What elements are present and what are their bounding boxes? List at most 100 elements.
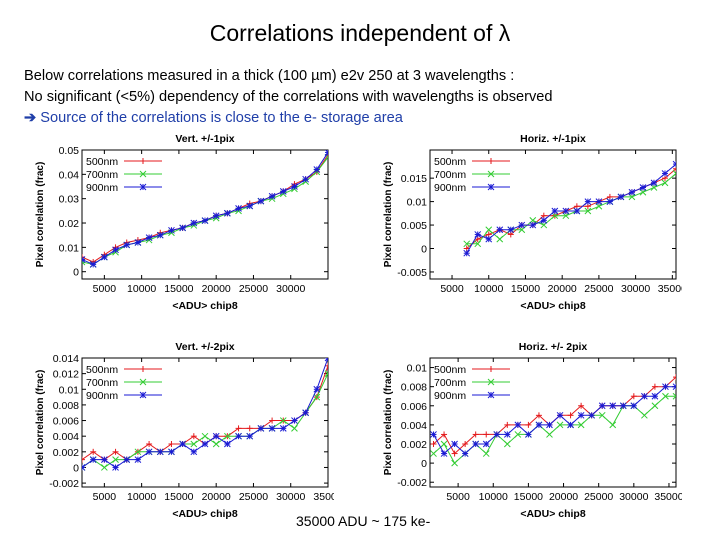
data-point-900nm — [472, 440, 480, 448]
legend-label: 500nm — [434, 156, 466, 168]
data-point-900nm — [485, 235, 493, 243]
legend-label: 700nm — [86, 169, 118, 181]
data-point-700nm — [430, 450, 437, 457]
slide-title: Correlations independent of λ — [209, 20, 511, 46]
footnote: 35000 ADU ~ 175 ke- — [296, 513, 431, 529]
data-point-900nm — [588, 411, 596, 419]
y-tick-label: 0.01 — [407, 197, 428, 209]
data-point-900nm — [482, 440, 490, 448]
x-tick-label: 15000 — [164, 491, 193, 503]
legend-label: 700nm — [434, 169, 466, 181]
x-tick-label: 5000 — [440, 283, 464, 295]
data-point-900nm — [257, 425, 265, 432]
data-point-900nm — [650, 179, 658, 187]
data-point-700nm — [134, 448, 142, 456]
data-point-900nm — [257, 197, 265, 205]
x-tick-label: 25000 — [584, 283, 613, 295]
chart-svg: Horiz. +/- 2pix -0.002 0 0.002 0.004 0.006 0.0… — [383, 341, 684, 520]
data-point-900nm — [430, 431, 437, 438]
x-tick-label: 30000 — [276, 491, 305, 503]
plot-frame — [81, 149, 329, 280]
chart-vert-2pix: Vert. +/-2pix -0.002 0 0.002 0.004 0.006 0.008… — [24, 336, 343, 521]
data-point-500nm — [462, 441, 469, 447]
data-point-500nm — [673, 374, 676, 381]
data-point-900nm — [291, 417, 298, 424]
body-line-3: ➔ Source of the correlations is close to… — [24, 108, 553, 129]
x-tick-label: 10000 — [479, 491, 508, 503]
data-point-900nm — [279, 188, 287, 195]
y-tick-label: 0.006 — [53, 416, 79, 428]
y-tick-label: -0.005 — [397, 267, 427, 279]
data-point-900nm — [302, 409, 309, 417]
data-point-500nm — [535, 412, 542, 419]
data-point-900nm — [514, 421, 522, 429]
x-tick-label: 30000 — [276, 283, 305, 295]
data-point-900nm — [156, 231, 164, 239]
legend-label: 700nm — [86, 377, 118, 389]
plot-area — [430, 374, 676, 467]
data-point-700nm — [577, 421, 585, 429]
y-tick-label: 0.005 — [401, 220, 427, 232]
x-tick-label: 20000 — [548, 283, 577, 295]
x-tick-label: 25000 — [239, 491, 268, 503]
data-point-900nm — [201, 440, 209, 448]
data-point-900nm — [268, 425, 276, 432]
data-point-700nm — [503, 440, 511, 448]
data-point-900nm — [324, 358, 328, 362]
data-point-900nm — [507, 226, 515, 234]
y-tick-label: 0 — [73, 267, 79, 279]
data-point-500nm — [430, 441, 437, 447]
data-point-900nm — [525, 431, 532, 438]
x-tick-label: 35000 — [654, 491, 682, 503]
data-point-900nm — [546, 421, 553, 429]
y-axis-label: Pixel correlation (frac) — [383, 162, 394, 268]
y-tick-label: 0.006 — [401, 401, 427, 413]
body-line-3-text: Source of the correlations is close to t… — [36, 110, 403, 126]
y-tick-label: 0.02 — [59, 218, 80, 230]
data-point-900nm — [661, 170, 669, 177]
x-tick-label: 15000 — [514, 491, 543, 503]
data-point-900nm — [672, 383, 676, 391]
data-point-900nm — [573, 207, 581, 215]
data-point-900nm — [551, 207, 559, 215]
legend-marker — [487, 391, 495, 399]
data-point-500nm — [146, 441, 153, 447]
x-axis-label: <ADU> chip8 — [520, 508, 586, 520]
data-point-900nm — [212, 432, 220, 440]
chart-title: Vert. +/-1pix — [175, 133, 234, 145]
data-point-900nm — [651, 392, 659, 400]
data-point-700nm — [514, 431, 522, 438]
legend-label: 500nm — [434, 364, 466, 376]
y-axis-label: Pixel correlation (frac) — [383, 370, 394, 476]
chart-title: Horiz. +/-1pix — [520, 133, 586, 145]
data-point-700nm — [641, 411, 648, 419]
x-tick-label: 15000 — [511, 283, 540, 295]
chart-horiz-1pix: Horiz. +/-1pix -0.005 0 0.005 0.01 0.015 5000 1… — [372, 128, 687, 313]
y-tick-label: 0.004 — [53, 431, 79, 443]
y-axis-label: Pixel correlation (frac) — [35, 370, 46, 476]
data-point-900nm — [268, 192, 276, 200]
data-point-900nm — [493, 431, 501, 438]
data-point-700nm — [556, 421, 564, 429]
y-tick-label: 0.002 — [401, 439, 427, 451]
data-point-900nm — [619, 402, 627, 410]
data-point-900nm — [606, 198, 614, 205]
data-point-900nm — [518, 221, 526, 229]
data-point-900nm — [190, 219, 198, 227]
data-point-700nm — [324, 370, 328, 377]
data-point-900nm — [112, 464, 119, 471]
data-point-500nm — [235, 425, 242, 432]
legend-marker — [140, 158, 146, 164]
legend-marker — [139, 391, 147, 399]
data-point-900nm — [179, 224, 186, 232]
data-point-500nm — [112, 448, 119, 455]
data-point-500nm — [168, 441, 175, 447]
y-tick-label: 0.008 — [53, 400, 79, 412]
data-point-500nm — [525, 421, 532, 428]
legend-label: 500nm — [86, 364, 118, 376]
data-point-900nm — [246, 432, 254, 440]
chart-vert-1pix: Vert. +/-1pix 0 0.01 0.02 0.03 0.04 0.05 5000 10… — [24, 128, 334, 313]
data-point-900nm — [134, 456, 142, 463]
x-tick-label: 10000 — [127, 283, 156, 295]
